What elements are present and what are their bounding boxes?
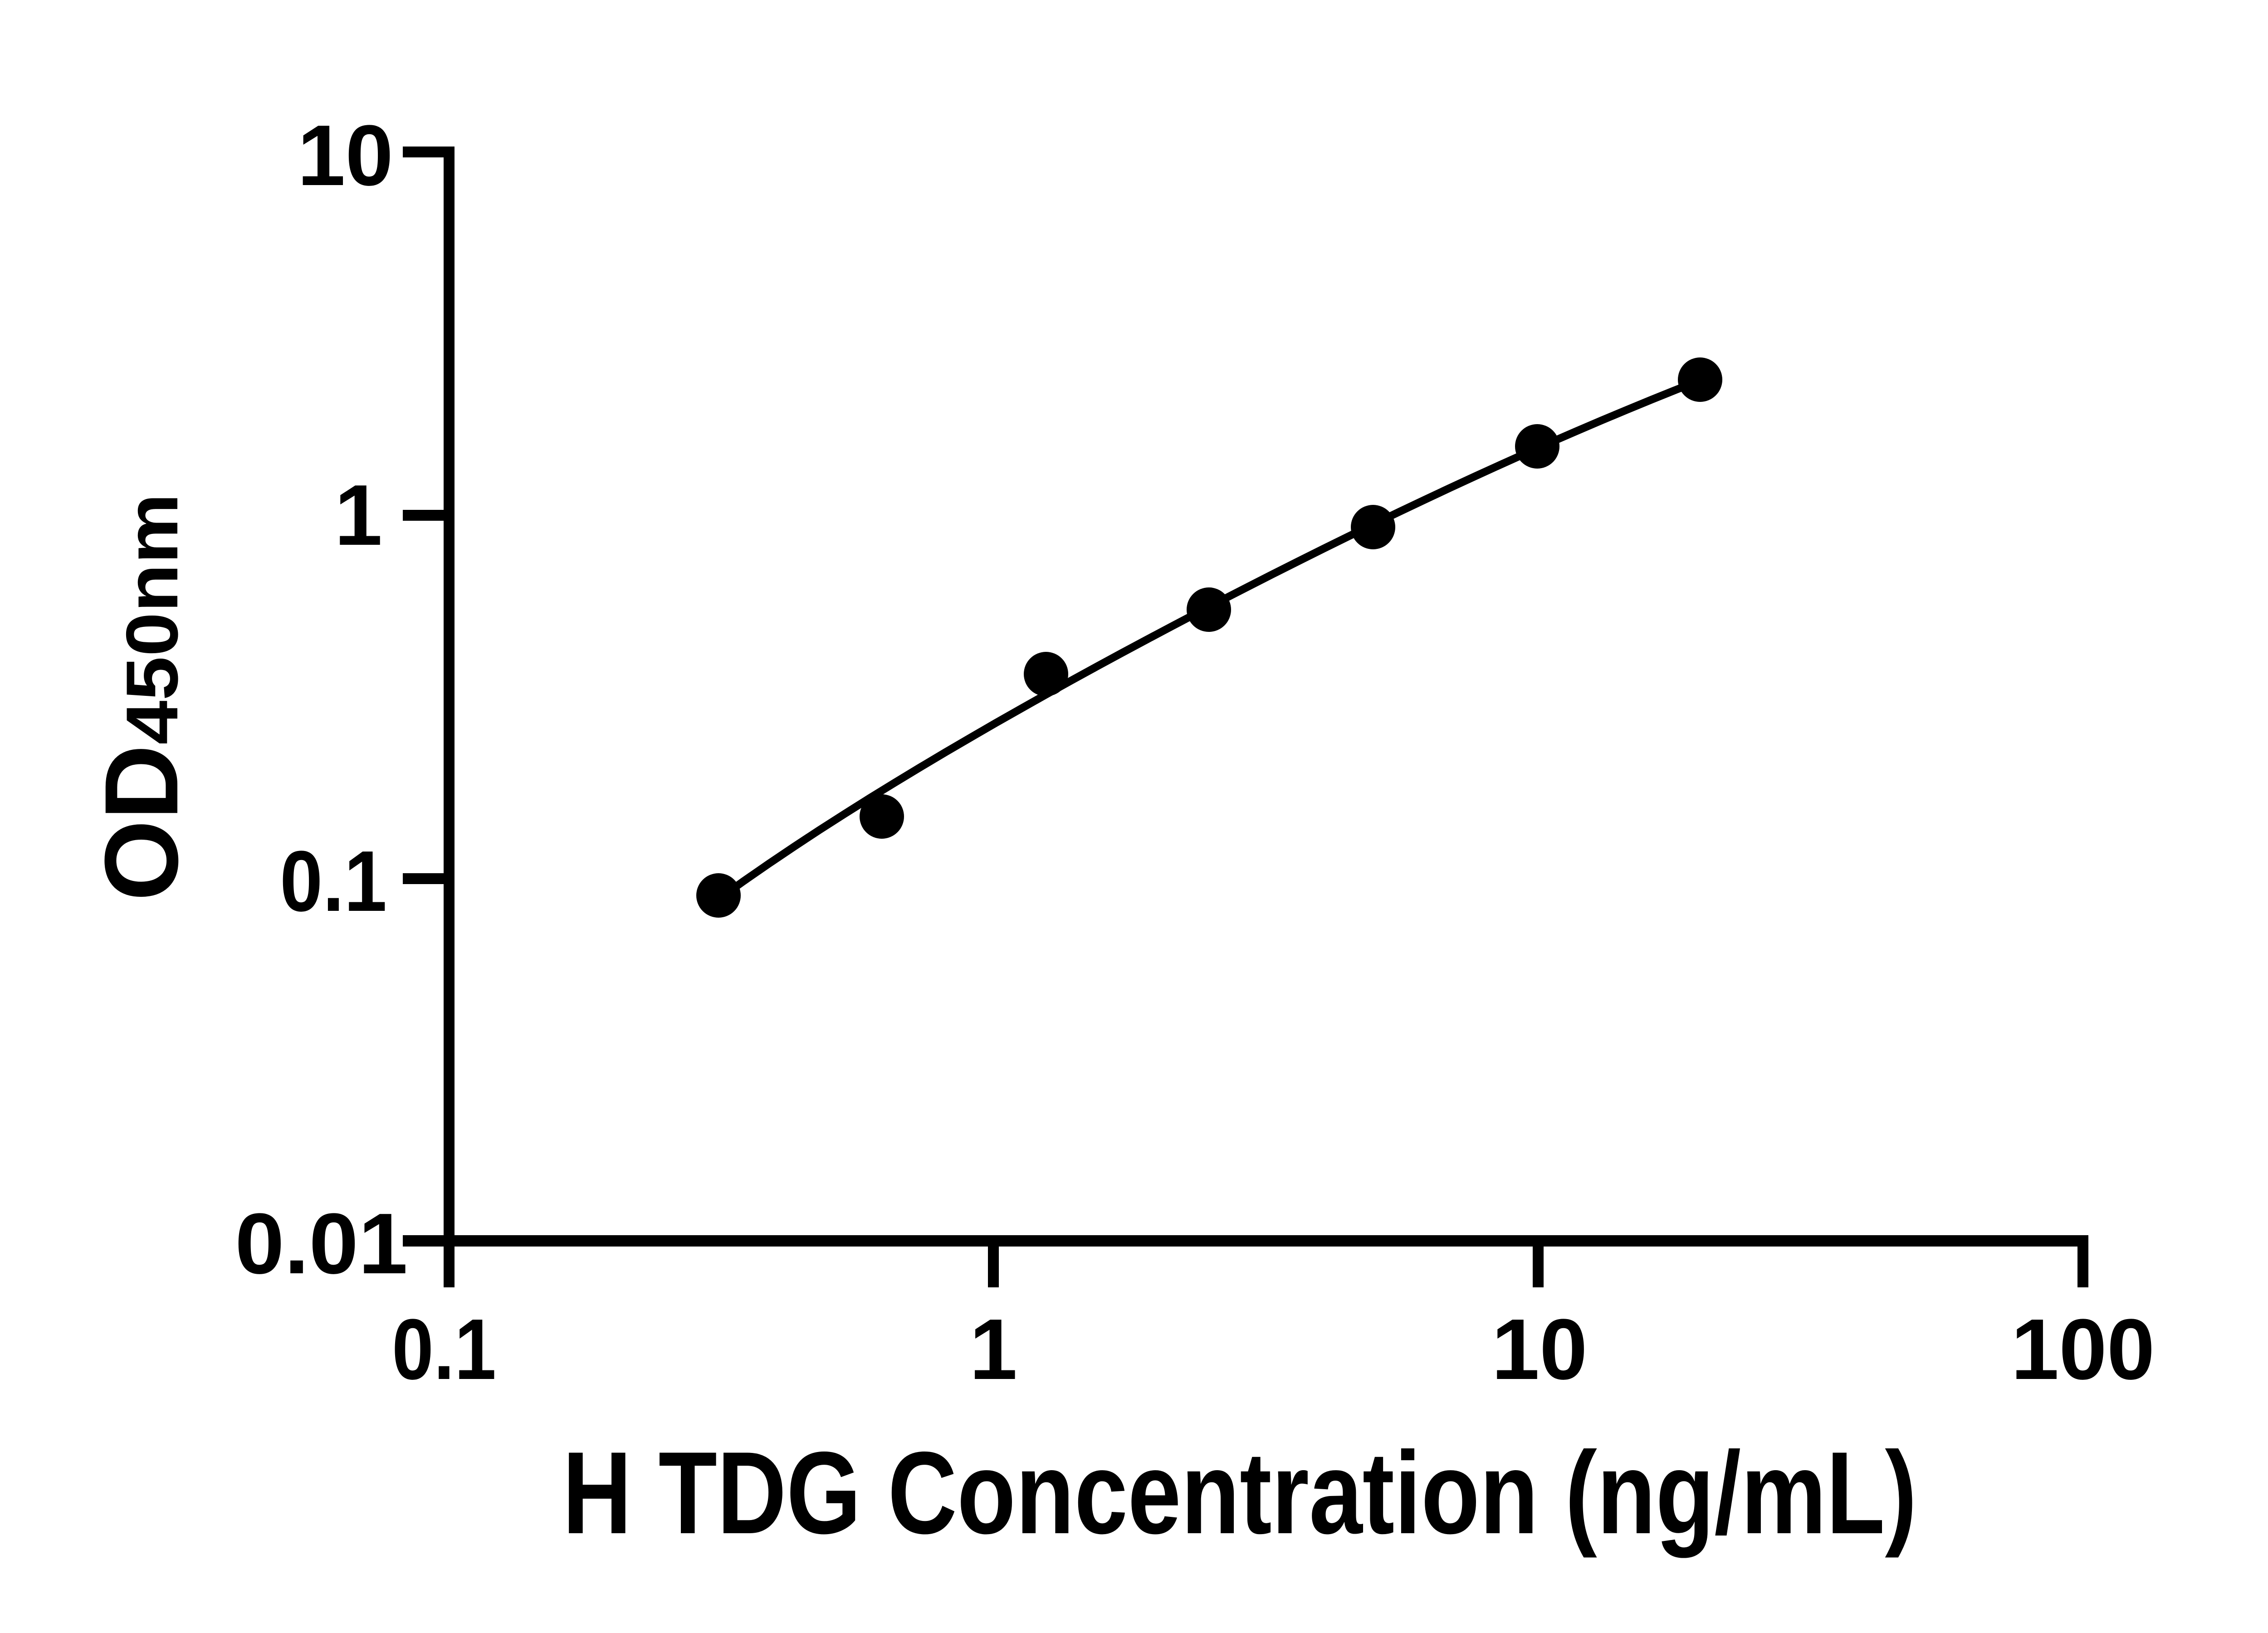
svg-text:10: 10 (1491, 1301, 1587, 1398)
svg-text:0.01: 0.01 (235, 1196, 408, 1292)
svg-text:0.1: 0.1 (280, 833, 387, 929)
svg-text:H TDG Concentration (ng/mL): H TDG Concentration (ng/mL) (562, 1427, 1917, 1559)
svg-text:0.1: 0.1 (392, 1301, 496, 1398)
svg-text:10: 10 (298, 108, 393, 204)
svg-text:OD450nm: OD450nm (83, 494, 200, 901)
svg-text:1: 1 (969, 1301, 1017, 1398)
svg-text:100: 100 (2011, 1301, 2155, 1398)
svg-text:1: 1 (334, 467, 382, 563)
